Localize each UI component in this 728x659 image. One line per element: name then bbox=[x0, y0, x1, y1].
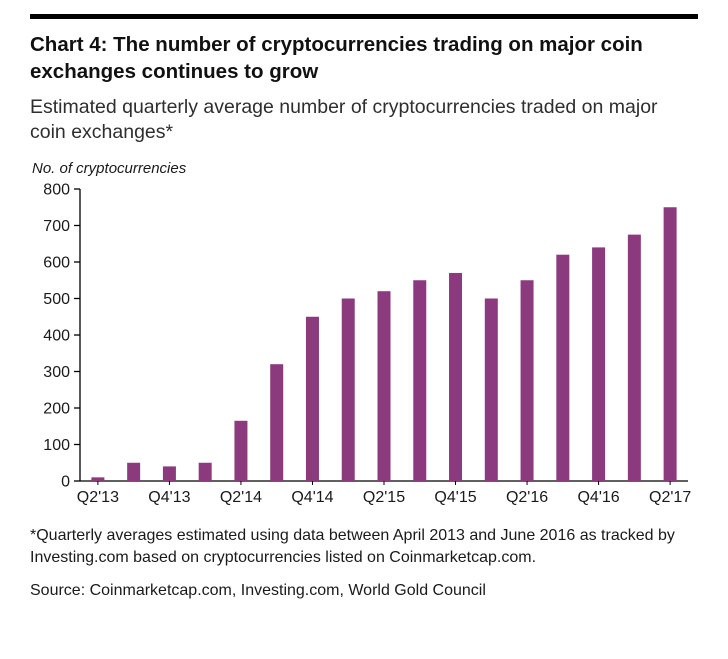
y-axis-tick-label: 400 bbox=[43, 327, 70, 344]
x-axis-tick-label: Q2'13 bbox=[77, 489, 119, 506]
y-axis-tick-label: 800 bbox=[43, 181, 70, 198]
y-axis-tick-label: 500 bbox=[43, 291, 70, 308]
bar bbox=[377, 290, 391, 481]
top-rule bbox=[30, 14, 698, 19]
y-axis-tick-label: 200 bbox=[43, 400, 70, 417]
bar bbox=[592, 247, 606, 481]
y-axis-tick-label: 300 bbox=[43, 364, 70, 381]
x-axis-tick-label: Q4'13 bbox=[148, 489, 190, 506]
x-axis-tick-label: Q4'16 bbox=[577, 489, 619, 506]
bar bbox=[413, 280, 427, 481]
x-axis-tick-label: Q4'15 bbox=[434, 489, 476, 506]
x-axis-tick-label: Q2'15 bbox=[363, 489, 405, 506]
bar bbox=[449, 272, 463, 481]
x-axis-tick-label: Q2'17 bbox=[649, 489, 691, 506]
chart-title: Chart 4: The number of cryptocurrencies … bbox=[30, 33, 643, 84]
x-axis-tick-label: Q2'14 bbox=[220, 489, 262, 506]
bar bbox=[341, 298, 355, 481]
x-axis-tick-label: Q2'16 bbox=[506, 489, 548, 506]
chart-subtitle: Estimated quarterly average number of cr… bbox=[30, 96, 658, 144]
bar bbox=[198, 462, 212, 481]
y-axis-tick-label: 700 bbox=[43, 218, 70, 235]
bar bbox=[663, 207, 677, 481]
y-axis-title: No. of cryptocurrencies bbox=[32, 159, 187, 177]
bar bbox=[305, 316, 319, 481]
bar bbox=[627, 234, 641, 481]
y-axis-tick-label: 100 bbox=[43, 437, 70, 454]
bar bbox=[520, 280, 534, 481]
bar bbox=[127, 462, 141, 481]
bar bbox=[91, 477, 105, 481]
bar bbox=[270, 363, 284, 481]
bar bbox=[162, 466, 176, 481]
source-line: Source: Coinmarketcap.com, Investing.com… bbox=[30, 581, 486, 599]
y-axis-tick-label: 0 bbox=[61, 473, 70, 490]
bar bbox=[556, 254, 570, 481]
bar-chart-svg: 0 100 200 300 400 500 600 700 800 Q2'13 Q4'13 Q2'14… bbox=[43, 181, 691, 506]
bar-chart: 0 100 200 300 400 500 600 700 800 Q2'13 Q4'13 Q2'14… bbox=[30, 181, 698, 511]
x-axis-tick-label: Q4'14 bbox=[291, 489, 333, 506]
y-axis-tick-label: 600 bbox=[43, 254, 70, 271]
bar bbox=[234, 420, 248, 481]
footnote: *Quarterly averages estimated using data… bbox=[30, 526, 675, 567]
bar bbox=[484, 298, 498, 481]
